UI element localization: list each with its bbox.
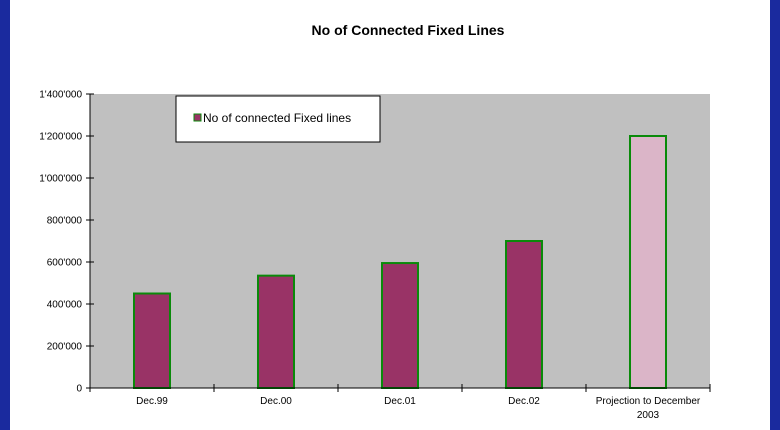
y-tick-label: 1'400'000 [39, 90, 82, 101]
y-tick-label: 400'000 [47, 300, 83, 311]
y-tick-label: 600'000 [47, 258, 83, 269]
bar-chart: No of Connected Fixed Lines 0 200'000 400'… [39, 22, 711, 421]
x-tick-label: Dec.00 [260, 396, 292, 407]
chart-title: No of Connected Fixed Lines [312, 22, 505, 38]
chart-frame: No of Connected Fixed Lines 0 200'000 400'… [10, 0, 770, 430]
y-tick-label: 800'000 [47, 216, 83, 227]
y-tick-label: 1'200'000 [39, 132, 82, 143]
x-tick-label: Projection to December 2003 [596, 396, 701, 421]
bar-dec-00 [257, 274, 295, 389]
y-tick-label: 1'000'000 [39, 174, 82, 185]
bar-projection-to-december-2003 [629, 135, 667, 389]
legend-swatch [193, 113, 202, 122]
bar-dec-99 [133, 292, 171, 389]
y-tick-label: 200'000 [47, 342, 83, 353]
axes-group: 0 200'000 400'000 600'000 800'000 1'000'000 1'… [39, 90, 711, 421]
x-tick-label: Dec.02 [508, 396, 540, 407]
legend-label: No of connected Fixed lines [203, 111, 351, 125]
y-tick-label: 0 [76, 384, 82, 395]
bar-dec-02 [505, 240, 543, 389]
bar-dec-01 [381, 262, 419, 389]
x-tick-label: Dec.01 [384, 396, 416, 407]
x-tick-label: Dec.99 [136, 396, 168, 407]
legend-box [175, 95, 381, 143]
bars-group [133, 135, 667, 389]
legend: No of connected Fixed lines [175, 95, 381, 143]
